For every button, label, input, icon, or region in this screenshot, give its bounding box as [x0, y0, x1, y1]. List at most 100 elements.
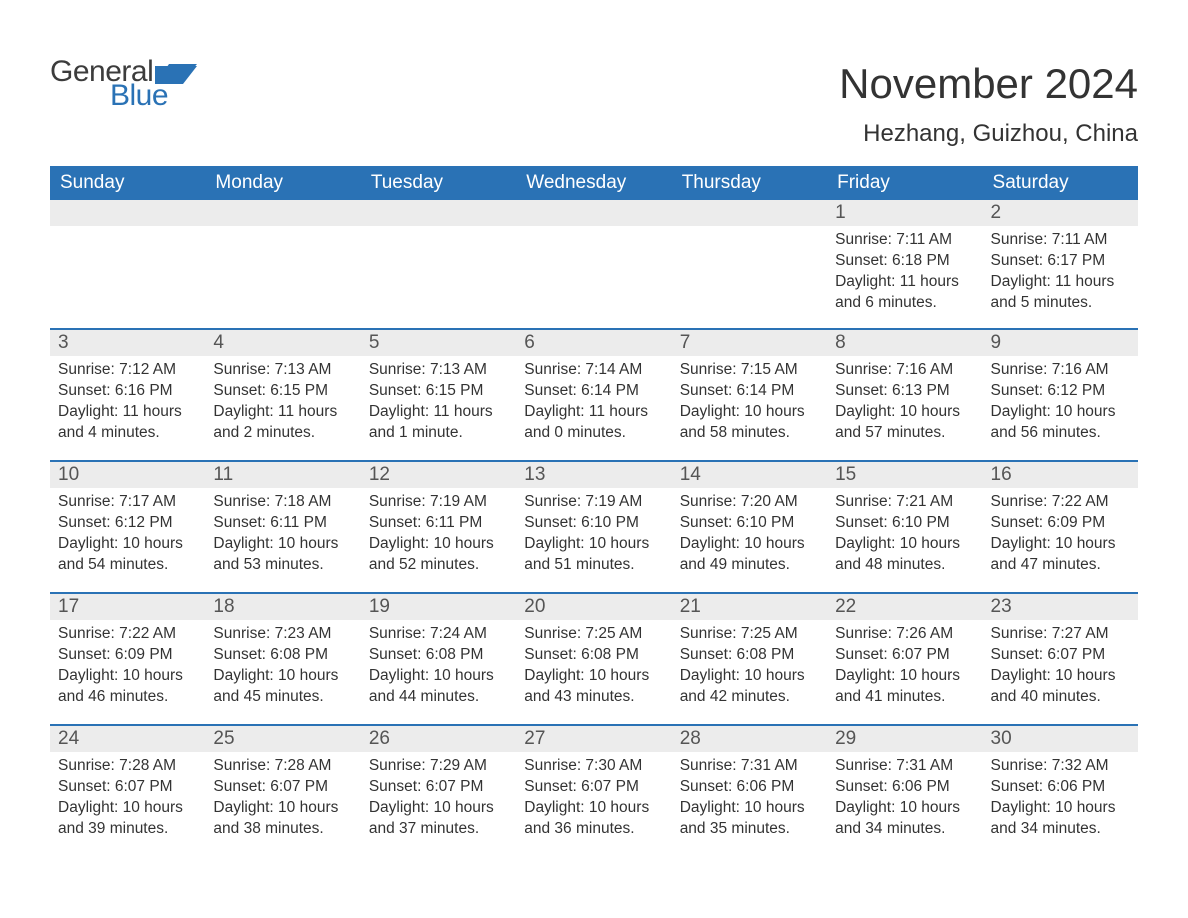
day-number-empty [516, 200, 671, 226]
sunrise-text: Sunrise: 7:15 AM [680, 360, 819, 381]
day-details: Sunrise: 7:22 AMSunset: 6:09 PMDaylight:… [50, 620, 205, 714]
calendar-cell: 17Sunrise: 7:22 AMSunset: 6:09 PMDayligh… [50, 592, 205, 724]
calendar-cell-empty [361, 200, 516, 328]
day-details: Sunrise: 7:21 AMSunset: 6:10 PMDaylight:… [827, 488, 982, 582]
daylight-text: Daylight: 10 hours and 47 minutes. [991, 534, 1130, 576]
day-details: Sunrise: 7:22 AMSunset: 6:09 PMDaylight:… [983, 488, 1138, 582]
sunrise-text: Sunrise: 7:19 AM [369, 492, 508, 513]
calendar-cell: 5Sunrise: 7:13 AMSunset: 6:15 PMDaylight… [361, 328, 516, 460]
day-header: Sunday [50, 166, 205, 200]
day-number: 22 [827, 592, 982, 620]
calendar-cell: 30Sunrise: 7:32 AMSunset: 6:06 PMDayligh… [983, 724, 1138, 856]
daylight-text: Daylight: 11 hours and 6 minutes. [835, 272, 974, 314]
sunset-text: Sunset: 6:07 PM [524, 777, 663, 798]
day-number: 5 [361, 328, 516, 356]
day-number: 11 [205, 460, 360, 488]
day-number: 24 [50, 724, 205, 752]
calendar-cell: 4Sunrise: 7:13 AMSunset: 6:15 PMDaylight… [205, 328, 360, 460]
day-number: 26 [361, 724, 516, 752]
calendar-cell: 28Sunrise: 7:31 AMSunset: 6:06 PMDayligh… [672, 724, 827, 856]
daylight-text: Daylight: 10 hours and 40 minutes. [991, 666, 1130, 708]
day-number: 2 [983, 200, 1138, 226]
sunrise-text: Sunrise: 7:30 AM [524, 756, 663, 777]
calendar-cell: 23Sunrise: 7:27 AMSunset: 6:07 PMDayligh… [983, 592, 1138, 724]
day-details: Sunrise: 7:17 AMSunset: 6:12 PMDaylight:… [50, 488, 205, 582]
sunrise-text: Sunrise: 7:25 AM [524, 624, 663, 645]
day-number: 30 [983, 724, 1138, 752]
day-header: Wednesday [516, 166, 671, 200]
sunrise-text: Sunrise: 7:28 AM [58, 756, 197, 777]
sunrise-text: Sunrise: 7:31 AM [680, 756, 819, 777]
day-details: Sunrise: 7:13 AMSunset: 6:15 PMDaylight:… [361, 356, 516, 450]
day-details: Sunrise: 7:27 AMSunset: 6:07 PMDaylight:… [983, 620, 1138, 714]
day-number: 3 [50, 328, 205, 356]
day-number: 17 [50, 592, 205, 620]
calendar-cell: 10Sunrise: 7:17 AMSunset: 6:12 PMDayligh… [50, 460, 205, 592]
sunset-text: Sunset: 6:06 PM [680, 777, 819, 798]
sunset-text: Sunset: 6:07 PM [369, 777, 508, 798]
calendar-cell: 22Sunrise: 7:26 AMSunset: 6:07 PMDayligh… [827, 592, 982, 724]
sunrise-text: Sunrise: 7:27 AM [991, 624, 1130, 645]
calendar-cell: 19Sunrise: 7:24 AMSunset: 6:08 PMDayligh… [361, 592, 516, 724]
day-details: Sunrise: 7:25 AMSunset: 6:08 PMDaylight:… [516, 620, 671, 714]
calendar-cell: 8Sunrise: 7:16 AMSunset: 6:13 PMDaylight… [827, 328, 982, 460]
sunset-text: Sunset: 6:15 PM [369, 381, 508, 402]
day-details: Sunrise: 7:12 AMSunset: 6:16 PMDaylight:… [50, 356, 205, 450]
calendar-cell-empty [50, 200, 205, 328]
calendar-cell: 1Sunrise: 7:11 AMSunset: 6:18 PMDaylight… [827, 200, 982, 328]
sunset-text: Sunset: 6:11 PM [213, 513, 352, 534]
day-number: 19 [361, 592, 516, 620]
daylight-text: Daylight: 10 hours and 53 minutes. [213, 534, 352, 576]
day-number: 8 [827, 328, 982, 356]
day-details: Sunrise: 7:14 AMSunset: 6:14 PMDaylight:… [516, 356, 671, 450]
daylight-text: Daylight: 10 hours and 35 minutes. [680, 798, 819, 840]
calendar-cell: 2Sunrise: 7:11 AMSunset: 6:17 PMDaylight… [983, 200, 1138, 328]
day-number-empty [50, 200, 205, 226]
day-details: Sunrise: 7:13 AMSunset: 6:15 PMDaylight:… [205, 356, 360, 450]
day-number: 14 [672, 460, 827, 488]
day-number: 4 [205, 328, 360, 356]
sunrise-text: Sunrise: 7:18 AM [213, 492, 352, 513]
sunrise-text: Sunrise: 7:11 AM [835, 230, 974, 251]
calendar-cell: 7Sunrise: 7:15 AMSunset: 6:14 PMDaylight… [672, 328, 827, 460]
day-number: 6 [516, 328, 671, 356]
location-subtitle: Hezhang, Guizhou, China [839, 120, 1138, 148]
sunrise-text: Sunrise: 7:31 AM [835, 756, 974, 777]
sunset-text: Sunset: 6:08 PM [524, 645, 663, 666]
daylight-text: Daylight: 10 hours and 49 minutes. [680, 534, 819, 576]
sunset-text: Sunset: 6:08 PM [680, 645, 819, 666]
day-number: 1 [827, 200, 982, 226]
daylight-text: Daylight: 10 hours and 41 minutes. [835, 666, 974, 708]
daylight-text: Daylight: 10 hours and 57 minutes. [835, 402, 974, 444]
day-details: Sunrise: 7:24 AMSunset: 6:08 PMDaylight:… [361, 620, 516, 714]
day-number: 12 [361, 460, 516, 488]
sunrise-text: Sunrise: 7:25 AM [680, 624, 819, 645]
daylight-text: Daylight: 10 hours and 45 minutes. [213, 666, 352, 708]
day-details: Sunrise: 7:11 AMSunset: 6:17 PMDaylight:… [983, 226, 1138, 320]
sunset-text: Sunset: 6:07 PM [213, 777, 352, 798]
day-header: Monday [205, 166, 360, 200]
sunset-text: Sunset: 6:12 PM [58, 513, 197, 534]
day-details: Sunrise: 7:20 AMSunset: 6:10 PMDaylight:… [672, 488, 827, 582]
calendar-cell: 26Sunrise: 7:29 AMSunset: 6:07 PMDayligh… [361, 724, 516, 856]
daylight-text: Daylight: 11 hours and 2 minutes. [213, 402, 352, 444]
day-header: Tuesday [361, 166, 516, 200]
day-details: Sunrise: 7:11 AMSunset: 6:18 PMDaylight:… [827, 226, 982, 320]
calendar-week-row: 24Sunrise: 7:28 AMSunset: 6:07 PMDayligh… [50, 724, 1138, 856]
sunrise-text: Sunrise: 7:12 AM [58, 360, 197, 381]
daylight-text: Daylight: 10 hours and 58 minutes. [680, 402, 819, 444]
sunrise-text: Sunrise: 7:21 AM [835, 492, 974, 513]
day-number: 25 [205, 724, 360, 752]
calendar-cell: 21Sunrise: 7:25 AMSunset: 6:08 PMDayligh… [672, 592, 827, 724]
day-details: Sunrise: 7:30 AMSunset: 6:07 PMDaylight:… [516, 752, 671, 846]
sunset-text: Sunset: 6:10 PM [524, 513, 663, 534]
daylight-text: Daylight: 10 hours and 42 minutes. [680, 666, 819, 708]
sunset-text: Sunset: 6:18 PM [835, 251, 974, 272]
daylight-text: Daylight: 11 hours and 5 minutes. [991, 272, 1130, 314]
day-number: 23 [983, 592, 1138, 620]
sunset-text: Sunset: 6:06 PM [835, 777, 974, 798]
day-header: Saturday [983, 166, 1138, 200]
daylight-text: Daylight: 10 hours and 36 minutes. [524, 798, 663, 840]
daylight-text: Daylight: 10 hours and 39 minutes. [58, 798, 197, 840]
calendar-cell: 9Sunrise: 7:16 AMSunset: 6:12 PMDaylight… [983, 328, 1138, 460]
